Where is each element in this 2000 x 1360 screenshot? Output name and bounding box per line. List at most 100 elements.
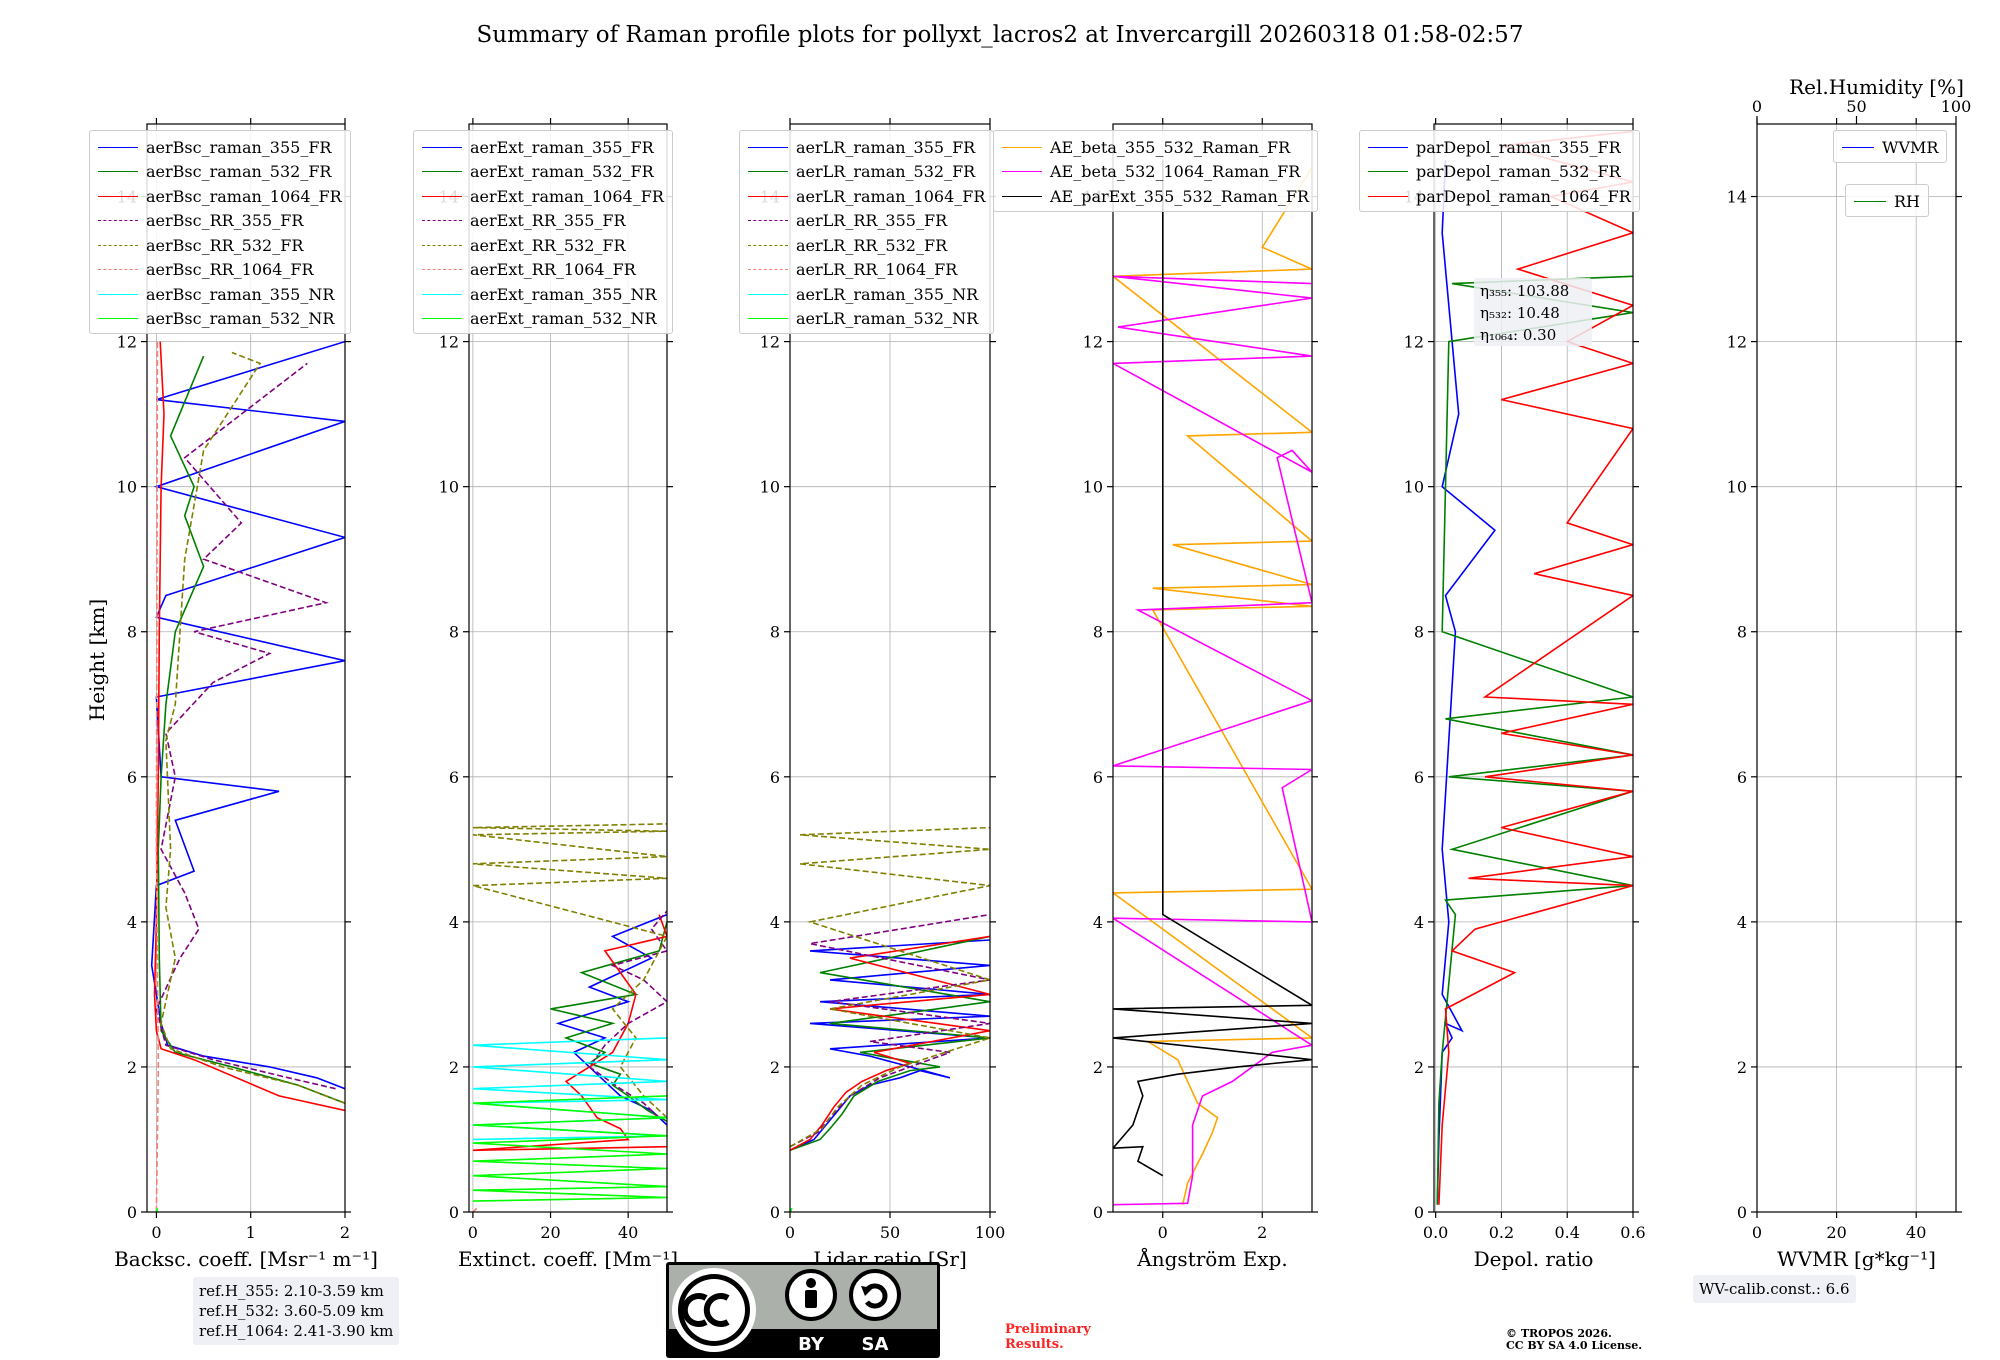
axes-frame bbox=[1112, 123, 1313, 1213]
x-tick-label: 20 bbox=[1826, 1223, 1846, 1242]
legend-swatch bbox=[1842, 146, 1874, 148]
y-tick-label: 0 bbox=[449, 1203, 459, 1222]
y-tick-label: 4 bbox=[1414, 913, 1424, 932]
x-tick-label: 0 bbox=[468, 1223, 478, 1242]
series-group bbox=[472, 823, 667, 1212]
y-tick-label: 8 bbox=[1414, 623, 1424, 642]
x-tick-label: 0.6 bbox=[1620, 1223, 1645, 1242]
y-axis-label: Height [km] bbox=[85, 599, 109, 721]
legend-label: aerBsc_raman_355_FR bbox=[146, 137, 332, 157]
series-line-aerBsc_RR_355_FR bbox=[155, 362, 336, 1090]
legend-swatch bbox=[1002, 195, 1042, 197]
x-tick-label: 1 bbox=[246, 1223, 256, 1242]
legend-entry: aerLR_RR_532_FR bbox=[748, 233, 985, 258]
legend-swatch bbox=[98, 146, 138, 148]
axes-frame bbox=[146, 123, 346, 1213]
y-tick-label: 2 bbox=[449, 1058, 459, 1077]
axes-frame bbox=[468, 123, 668, 1213]
series-line-aerLR_raman_532_FR bbox=[790, 935, 990, 1152]
legend-panel-4: AE_beta_355_532_Raman_FR AE_beta_532_1064… bbox=[993, 130, 1318, 212]
legend-entry: aerExt_raman_1064_FR bbox=[422, 184, 664, 209]
legend-swatch bbox=[422, 244, 462, 246]
x-tick-label: 0 bbox=[1752, 1223, 1762, 1242]
x-tick-label: 2 bbox=[340, 1223, 350, 1242]
legend-entry: parDepol_raman_532_FR bbox=[1368, 160, 1631, 185]
y-tick-label: 8 bbox=[1737, 623, 1747, 642]
y-tick-label: 2 bbox=[1414, 1058, 1424, 1077]
legend-swatch bbox=[422, 146, 462, 148]
y-tick-label: 4 bbox=[770, 913, 780, 932]
legend-label: aerExt_RR_1064_FR bbox=[470, 260, 636, 280]
legend-label: aerBsc_raman_532_NR bbox=[146, 309, 335, 329]
y-tick-label: 6 bbox=[1093, 768, 1103, 787]
y-tick-label: 0 bbox=[127, 1203, 137, 1222]
y-tick-label: 6 bbox=[127, 768, 137, 787]
y-tick-label: 2 bbox=[1737, 1058, 1747, 1077]
wv-calib-const: WV-calib.const.: 6.6 bbox=[1699, 1280, 1850, 1298]
legend-swatch bbox=[1368, 146, 1408, 148]
legend-entry: aerBsc_RR_532_FR bbox=[98, 233, 342, 258]
series-line-aerBsc_RR_1064_FR bbox=[155, 341, 160, 1212]
legend-swatch bbox=[748, 195, 788, 197]
y-tick-label: 2 bbox=[1093, 1058, 1103, 1077]
series-line-aerExt_RR_355_FR bbox=[588, 910, 667, 1119]
axes-frame bbox=[1433, 123, 1634, 1213]
legend-label: aerBsc_raman_1064_FR bbox=[146, 186, 342, 206]
legend-label: aerBsc_RR_355_FR bbox=[146, 211, 304, 231]
legend-entry: WVMR bbox=[1842, 135, 1938, 160]
legend-swatch bbox=[748, 269, 788, 271]
x-axis-label: WVMR [g*kg⁻¹] bbox=[1777, 1247, 1936, 1271]
legend-label: aerExt_RR_355_FR bbox=[470, 211, 626, 231]
legend-entry: aerBsc_raman_532_FR bbox=[98, 160, 342, 185]
y-tick-label: 8 bbox=[1093, 623, 1103, 642]
y-tick-label: 4 bbox=[1737, 913, 1747, 932]
x-tick-label: 40 bbox=[618, 1223, 638, 1242]
series-line-aerBsc_raman_1064_FR bbox=[153, 341, 345, 1112]
legend-swatch bbox=[1368, 195, 1408, 197]
legend-label: aerLR_raman_532_NR bbox=[796, 309, 979, 329]
y-tick-label: 10 bbox=[1404, 478, 1424, 497]
legend-entry: AE_beta_355_532_Raman_FR bbox=[1002, 135, 1309, 160]
x-axis-label: Depol. ratio bbox=[1474, 1247, 1594, 1271]
x-tick-label: 40 bbox=[1906, 1223, 1926, 1242]
y-tick-label: 6 bbox=[1737, 768, 1747, 787]
legend-swatch bbox=[748, 318, 788, 320]
legend-swatch bbox=[422, 171, 462, 173]
legend-label: aerLR_RR_1064_FR bbox=[796, 260, 958, 280]
legend-entry: aerBsc_RR_355_FR bbox=[98, 209, 342, 234]
panel-1: 02468101214012Backsc. coeff. [Msr⁻¹ m⁻¹] bbox=[114, 118, 378, 1271]
legend-entry: aerExt_RR_355_FR bbox=[422, 209, 664, 234]
series-group bbox=[1113, 160, 1312, 1206]
series-line-aerLR_raman_1064_FR bbox=[790, 935, 990, 1152]
legend-entry: aerLR_raman_355_FR bbox=[748, 135, 985, 160]
y-tick-label: 6 bbox=[1414, 768, 1424, 787]
y-tick-label: 10 bbox=[1727, 478, 1747, 497]
series-line-aerExt_raman_532_NR bbox=[472, 1095, 667, 1202]
y-tick-label: 2 bbox=[770, 1058, 780, 1077]
panels-group: 02468101214012Backsc. coeff. [Msr⁻¹ m⁻¹]… bbox=[114, 75, 1971, 1271]
legend-label: aerLR_raman_355_FR bbox=[796, 137, 976, 157]
preliminary-line-2: Results. bbox=[1005, 1337, 1064, 1352]
legend-entry: aerExt_raman_532_FR bbox=[422, 160, 664, 185]
legend-label: parDepol_raman_532_FR bbox=[1416, 162, 1621, 182]
legend-entry: aerExt_RR_1064_FR bbox=[422, 258, 664, 283]
legend-panel-1: aerBsc_raman_355_FR aerBsc_raman_532_FR ae… bbox=[89, 130, 351, 334]
x2-tick-label: 100 bbox=[1941, 97, 1972, 116]
legend-entry: parDepol_raman_1064_FR bbox=[1368, 184, 1631, 209]
x-axis-label: Extinct. coeff. [Mm⁻¹] bbox=[458, 1247, 678, 1271]
legend-label: aerLR_raman_1064_FR bbox=[796, 186, 986, 206]
legend-label: aerExt_raman_355_FR bbox=[470, 137, 654, 157]
badge-by-label: BY bbox=[798, 1334, 825, 1355]
legend-label: parDepol_raman_1064_FR bbox=[1416, 186, 1631, 206]
y-tick-label: 10 bbox=[1083, 478, 1103, 497]
legend-label: aerBsc_raman_355_NR bbox=[146, 284, 335, 304]
x-tick-label: 100 bbox=[975, 1223, 1006, 1242]
legend-swatch bbox=[98, 220, 138, 222]
series-line-AE_beta_532_1064_Raman_FR bbox=[1113, 275, 1312, 1206]
by-person-body bbox=[805, 1290, 817, 1308]
x-tick-label: 20 bbox=[540, 1223, 560, 1242]
preliminary-note: Preliminary Results. bbox=[1005, 1322, 1091, 1352]
y-tick-label: 2 bbox=[127, 1058, 137, 1077]
legend-swatch bbox=[1368, 171, 1408, 173]
x-tick-label: 50 bbox=[880, 1223, 900, 1242]
